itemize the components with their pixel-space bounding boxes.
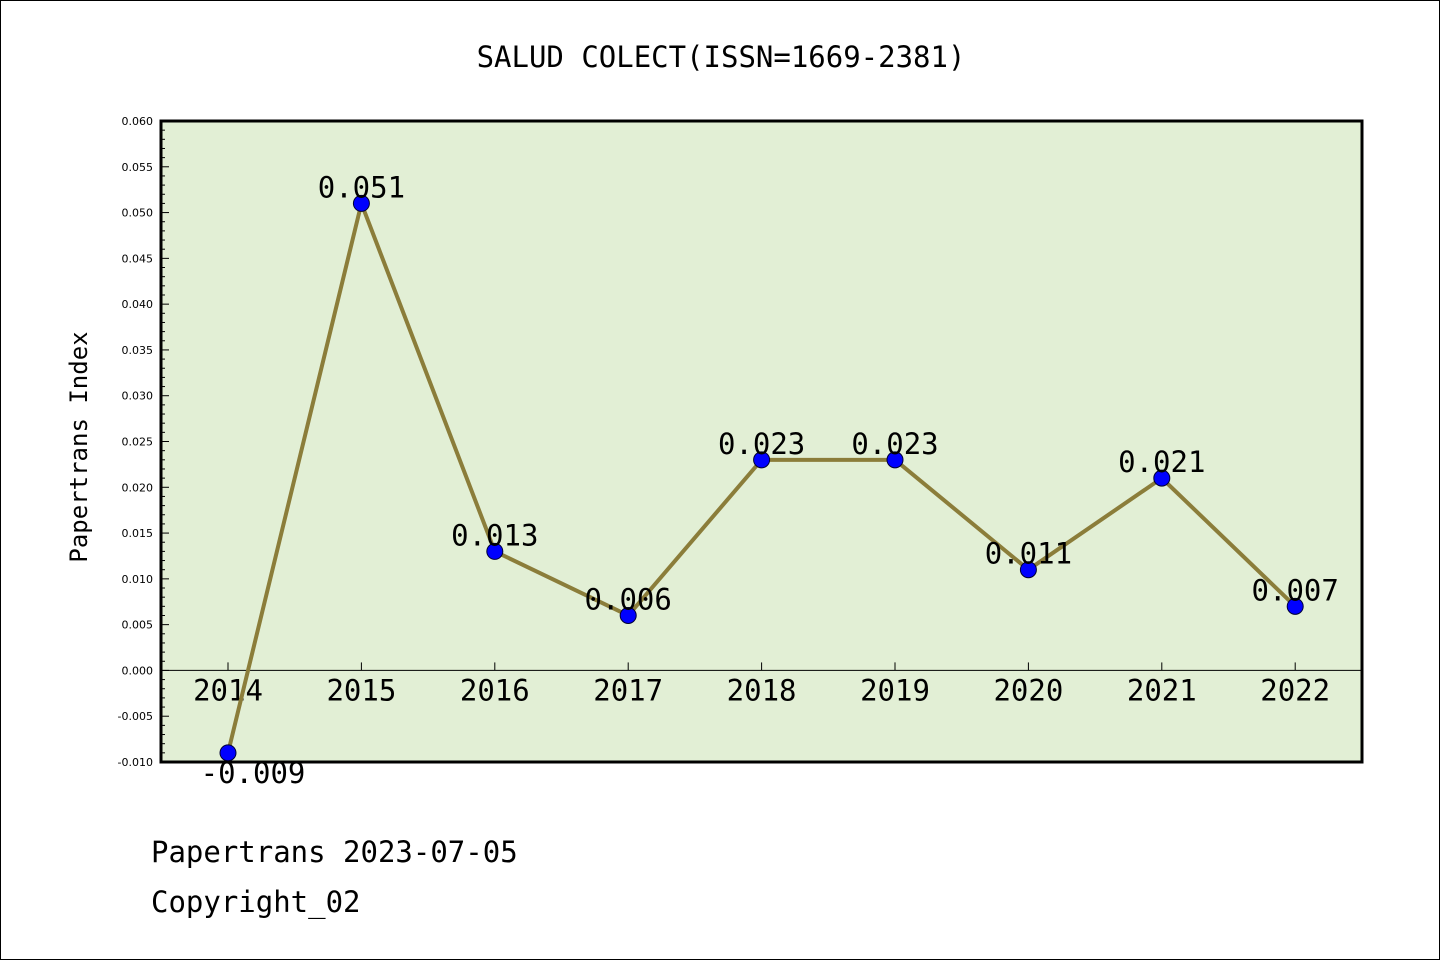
plot-border — [159, 119, 1364, 764]
plot-area — [161, 121, 1362, 762]
data-point — [886, 451, 904, 469]
y-axis: -0.010 -0.005 0.000 0.005 0.010 0.015 0.020 0.0… — [118, 115, 169, 769]
series-markers — [219, 194, 1304, 762]
y-tick-label: 0.005 — [122, 619, 154, 632]
chart-title: SALUD COLECT(ISSN=1669-2381) — [477, 40, 966, 74]
data-point — [1286, 597, 1304, 615]
y-tick-label: -0.005 — [118, 710, 153, 723]
x-tick-label: 2019 — [860, 673, 930, 707]
x-tick-label: 2014 — [193, 673, 263, 707]
y-tick-label: 0.040 — [122, 298, 154, 311]
data-point — [1019, 561, 1037, 579]
data-label: 0.023 — [851, 427, 938, 461]
footer-source: Papertrans 2023-07-05 — [151, 835, 518, 869]
data-label: 0.013 — [451, 518, 538, 552]
y-tick-label: 0.030 — [122, 390, 154, 403]
x-tick-label: 2015 — [326, 673, 396, 707]
data-point — [619, 606, 637, 624]
y-tick-label: 0.035 — [122, 344, 154, 357]
data-label: 0.021 — [1118, 445, 1205, 479]
data-point — [486, 542, 504, 560]
x-tick-label: 2017 — [593, 673, 663, 707]
data-label: 0.006 — [585, 582, 672, 616]
data-label: 0.023 — [718, 427, 805, 461]
y-tick-label: 0.020 — [122, 481, 154, 494]
y-tick-label: 0.055 — [122, 161, 154, 174]
data-point — [1153, 469, 1171, 487]
data-label: 0.007 — [1252, 573, 1339, 607]
data-point — [352, 194, 370, 212]
x-tick-label: 2016 — [460, 673, 530, 707]
y-axis-label: Papertrans Index — [65, 331, 93, 562]
x-tick-label: 2020 — [993, 673, 1063, 707]
data-label: 0.011 — [985, 537, 1072, 571]
y-tick-label: 0.000 — [122, 664, 154, 677]
data-point — [753, 451, 771, 469]
x-tick-label: 2021 — [1127, 673, 1197, 707]
y-tick-label: 0.060 — [122, 115, 154, 128]
footer-copyright: Copyright_02 — [151, 885, 361, 919]
y-tick-label: 0.045 — [122, 252, 154, 265]
x-tick-label: 2022 — [1260, 673, 1330, 707]
y-tick-label: -0.010 — [118, 756, 153, 769]
x-axis: 2014 2015 2016 2017 2018 2019 2020 2021 2022 — [193, 662, 1330, 707]
y-tick-label: 0.025 — [122, 436, 154, 449]
y-tick-label: 0.050 — [122, 207, 154, 220]
data-label: 0.051 — [318, 170, 405, 204]
x-tick-label: 2018 — [727, 673, 797, 707]
y-tick-label: 0.010 — [122, 573, 154, 586]
y-tick-label: 0.015 — [122, 527, 154, 540]
